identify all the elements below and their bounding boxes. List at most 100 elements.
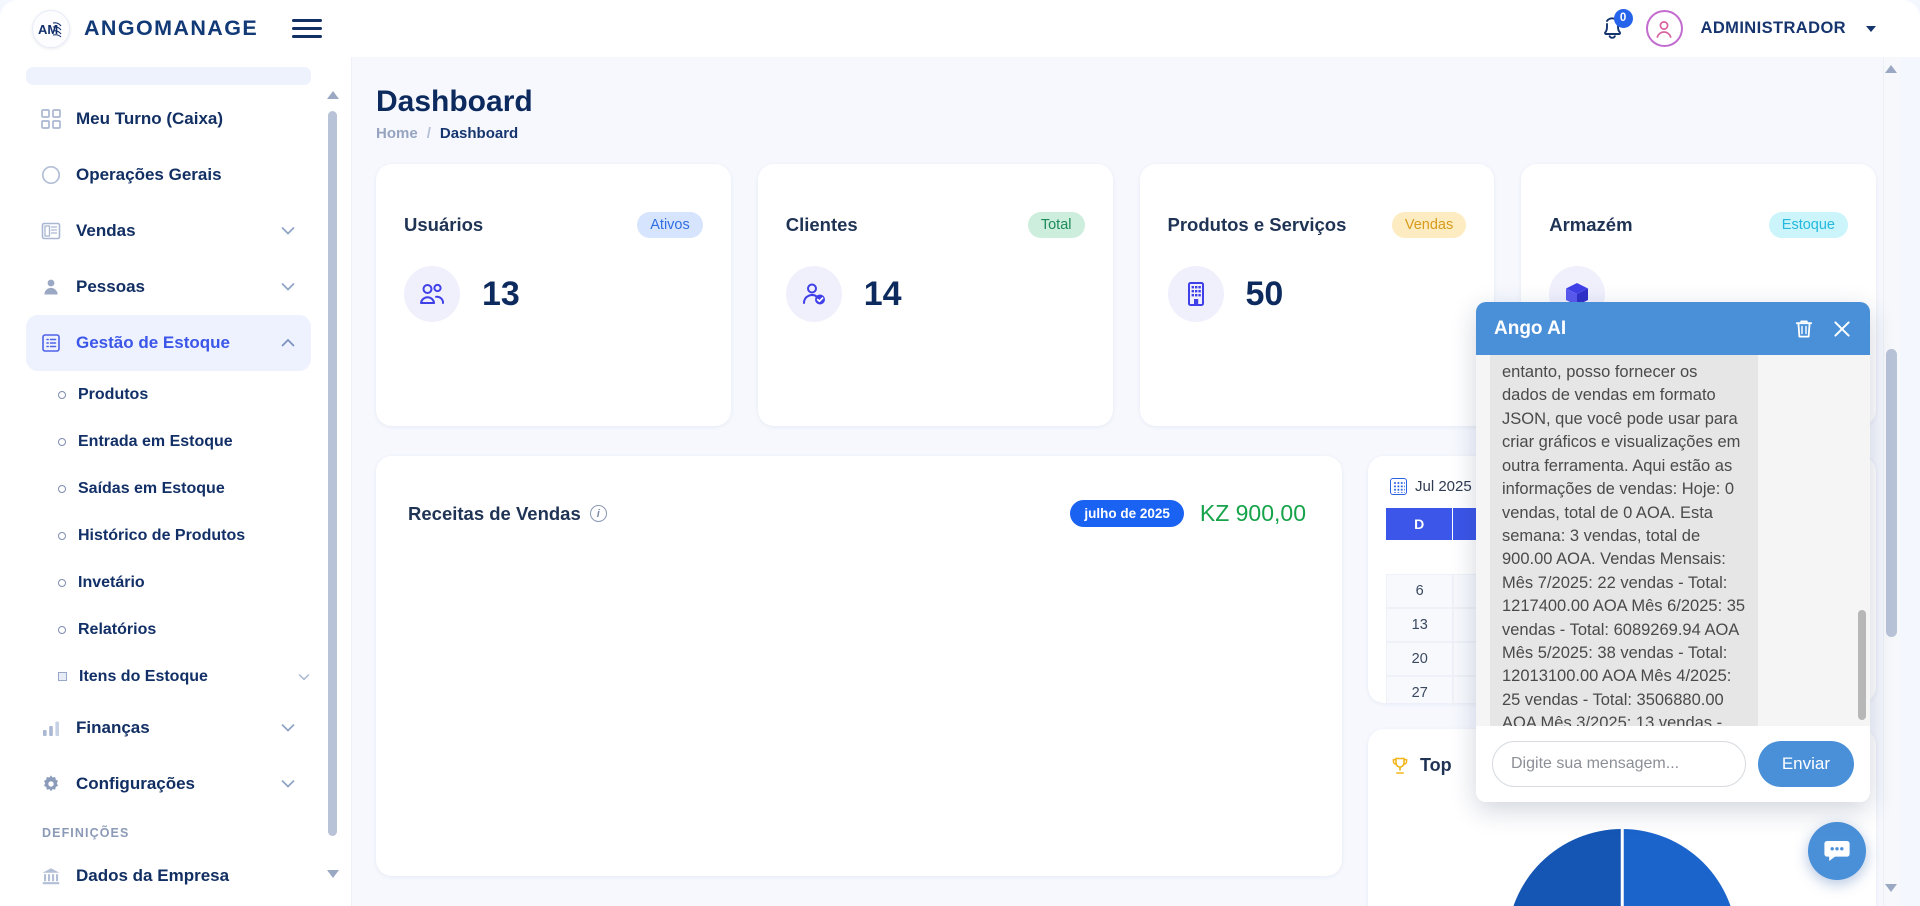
chat-header-actions [1794, 318, 1852, 340]
chevron-down-icon[interactable] [279, 719, 297, 737]
calendar-day[interactable]: 6 [1386, 574, 1454, 608]
sidebar-item-financas[interactable]: Finanças [26, 700, 311, 756]
admin-label[interactable]: ADMINISTRADOR [1700, 19, 1846, 37]
chat-message-input[interactable] [1492, 741, 1746, 787]
sidebar-subitem-label: Histórico de Produtos [78, 526, 246, 544]
page-title: Dashboard [376, 85, 533, 118]
chevron-up-icon[interactable] [279, 334, 297, 352]
main-scrollbar-thumb[interactable] [1886, 349, 1897, 637]
chat-title: Ango AI [1494, 317, 1567, 339]
scroll-up-arrow-icon[interactable] [327, 91, 339, 99]
sidebar-item-label: Finanças [76, 718, 150, 737]
main-scrollbar[interactable] [1883, 57, 1900, 906]
sidebar-subitem-historico-de-produtos[interactable]: Histórico de Produtos [58, 512, 311, 559]
bell-icon [1603, 16, 1621, 39]
calendar-day [1386, 540, 1454, 574]
bar-chart-icon [40, 717, 62, 739]
top-products-header: Top [1390, 755, 1854, 776]
sidebar-scrollbar-thumb[interactable] [328, 111, 337, 836]
sidebar-scrollbar[interactable] [327, 67, 343, 896]
stat-card-produtos-e-servicos[interactable]: Produtos e Serviços Vendas [1139, 164, 1495, 426]
breadcrumb-current: Dashboard [439, 125, 519, 142]
close-icon[interactable] [1832, 319, 1852, 339]
sidebar-item-configuracoes[interactable]: Configurações [26, 756, 311, 812]
bullet-icon [58, 578, 66, 587]
chevron-down-icon[interactable] [279, 278, 297, 296]
scroll-down-arrow-icon[interactable] [327, 870, 339, 878]
bullet-icon [58, 531, 66, 540]
stat-card-usuarios[interactable]: Usuários Ativos 13 [376, 164, 731, 426]
avatar[interactable] [1645, 10, 1683, 47]
avatar-inner [1647, 12, 1681, 45]
sidebar-item-label: Meu Turno (Caixa) [76, 109, 224, 128]
stat-card-title: Produtos e Serviços [1167, 214, 1347, 235]
chat-scrollbar[interactable] [1858, 355, 1866, 726]
sidebar-item-gestao-de-estoque[interactable]: Gestão de Estoque [26, 315, 311, 371]
calendar-month-label[interactable]: Jul 2025 [1415, 478, 1472, 495]
bullet-icon [58, 437, 66, 446]
stat-card-title: Armazém [1549, 214, 1633, 235]
chat-message-bubble: entanto, posso fornecer os dados de vend… [1490, 355, 1758, 726]
chevron-down-icon[interactable] [279, 222, 297, 240]
stat-card-body: 50 [1140, 238, 1495, 322]
calendar-day[interactable]: 27 [1386, 676, 1454, 703]
breadcrumb: Home / Dashboard [352, 119, 1900, 142]
svg-text:AM: AM [38, 22, 58, 37]
sidebar-scroll: Meu Turno (Caixa) Operações Gerais [0, 57, 337, 906]
sidebar-item-label: Dados da Empresa [76, 866, 230, 885]
sidebar-item-label: Configurações [76, 774, 196, 793]
calendar-day[interactable]: 13 [1386, 608, 1454, 642]
notifications-button[interactable]: 0 [1598, 8, 1633, 45]
stat-card-header: Armazém Estoque [1521, 164, 1876, 238]
sidebar-subitem-relatorios[interactable]: Relatórios [58, 606, 311, 653]
scroll-down-arrow-icon[interactable] [1885, 884, 1897, 892]
sidebar-item-operacoes-gerais[interactable]: Operações Gerais [26, 147, 311, 203]
chevron-down-icon[interactable] [297, 670, 311, 684]
chat-send-button[interactable]: Enviar [1757, 741, 1854, 787]
sidebar-section-label: DEFINIÇÕES [42, 826, 130, 840]
info-icon[interactable]: i [589, 505, 607, 522]
sidebar-subitem-invetario[interactable]: Invetário [58, 559, 311, 606]
brand-name: ANGOMANAGE [84, 16, 259, 40]
stat-card-clientes[interactable]: Clientes Total 14 [757, 164, 1113, 426]
pie-chart [1507, 829, 1737, 906]
chat-bubble-icon [1823, 838, 1851, 864]
square-bullet-icon [58, 672, 67, 681]
stat-card-value: 13 [482, 274, 520, 313]
stat-card-title: Clientes [785, 214, 858, 235]
brand[interactable]: AM ANGOMANAGE [0, 9, 259, 48]
chevron-down-icon[interactable] [279, 775, 297, 793]
stat-card-body: 14 [758, 238, 1113, 322]
hamburger-icon[interactable] [292, 14, 323, 43]
sidebar-subitem-label: Invetário [78, 573, 145, 591]
revenue-panel: Receitas de Vendas i julho de 2025 KZ 90… [376, 456, 1342, 876]
chat-fab-button[interactable] [1808, 822, 1866, 880]
person-icon [40, 276, 62, 298]
sidebar-item-dados-da-empresa[interactable]: Dados da Empresa [26, 848, 311, 904]
sidebar-item-label: Operações Gerais [76, 165, 222, 184]
sidebar-subitem-label: Itens do Estoque [79, 667, 208, 685]
sidebar-item-meu-turno[interactable]: Meu Turno (Caixa) [26, 91, 311, 147]
sidebar-subitem-itens-do-estoque[interactable]: Itens do Estoque [58, 653, 311, 700]
receipt-icon [40, 220, 62, 242]
sidebar-item-pessoas[interactable]: Pessoas [26, 259, 311, 315]
bank-icon [40, 865, 62, 887]
breadcrumb-home[interactable]: Home [376, 125, 418, 142]
sidebar-subitem-label: Produtos [78, 385, 149, 403]
scroll-up-arrow-icon[interactable] [1885, 65, 1897, 73]
chat-header: Ango AI [1476, 302, 1870, 355]
sidebar-subitem-label: Saídas em Estoque [78, 479, 225, 497]
calendar-icon [1390, 478, 1407, 495]
users-icon [404, 266, 460, 322]
sidebar-item-vendas[interactable]: Vendas [26, 203, 311, 259]
sidebar-subitem-entrada-em-estoque[interactable]: Entrada em Estoque [58, 418, 311, 465]
sidebar-subitem-saidas-em-estoque[interactable]: Saídas em Estoque [58, 465, 311, 512]
chevron-down-icon[interactable] [1866, 25, 1876, 32]
bullet-icon [58, 625, 66, 634]
calendar-day[interactable]: 20 [1386, 642, 1454, 676]
chat-message-list[interactable]: entanto, posso fornecer os dados de vend… [1476, 355, 1870, 726]
sidebar-subitem-produtos[interactable]: Produtos [58, 371, 311, 418]
trash-icon[interactable] [1794, 318, 1814, 340]
chat-scrollbar-thumb[interactable] [1858, 610, 1866, 720]
stat-card-header: Usuários Ativos [376, 164, 731, 238]
